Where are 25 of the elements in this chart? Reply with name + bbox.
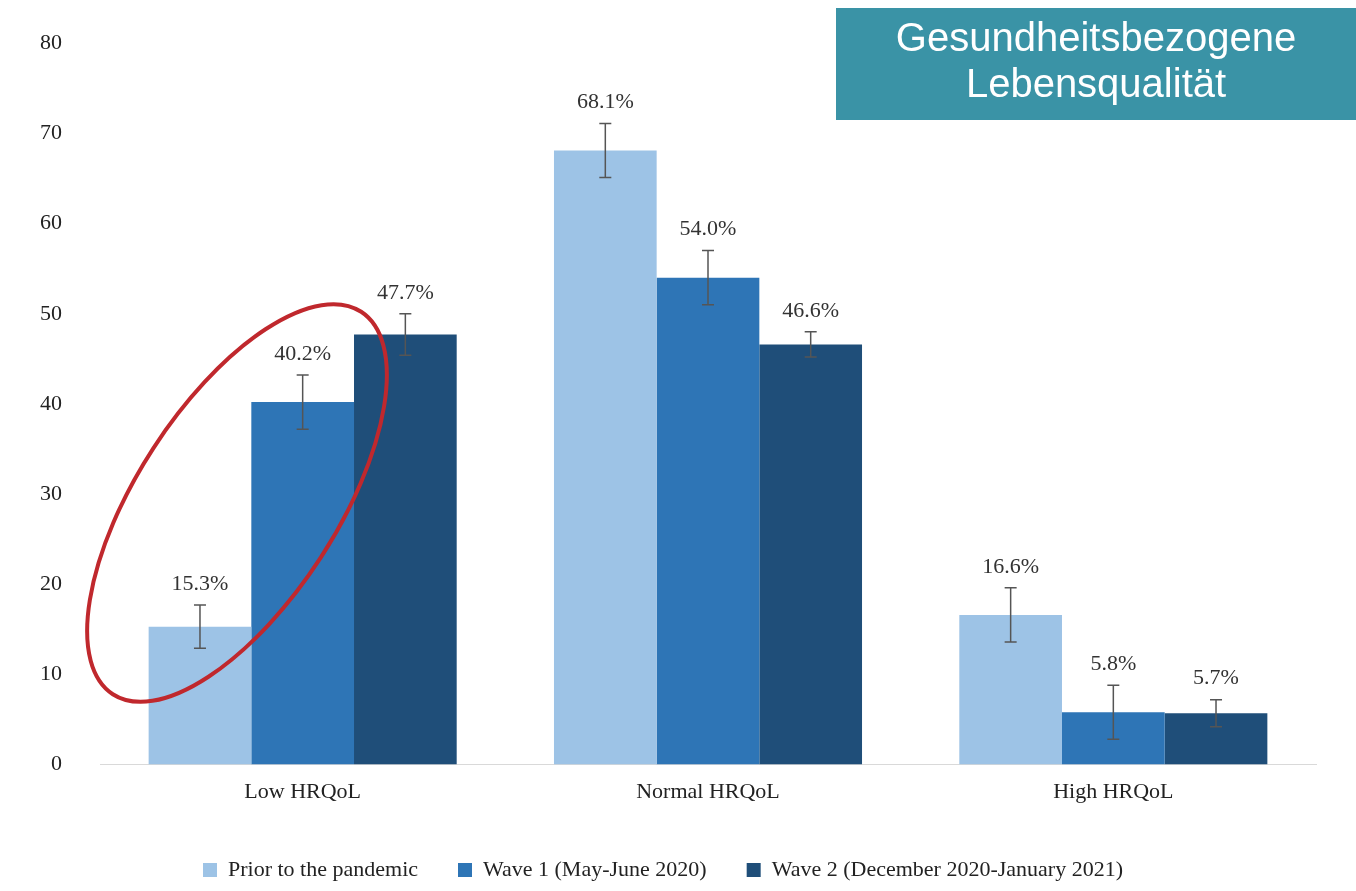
y-tick-label: 50 — [40, 299, 62, 325]
y-tick-label: 60 — [40, 209, 62, 235]
data-label: 47.7% — [376, 278, 434, 304]
y-tick-label: 0 — [51, 750, 62, 776]
data-label: 5.7% — [1193, 664, 1239, 690]
data-label: 46.6% — [782, 296, 840, 322]
data-label: 68.1% — [576, 88, 634, 114]
x-tick-label: Normal HRQoL — [636, 777, 780, 803]
data-label: 15.3% — [171, 569, 229, 595]
y-tick-label: 40 — [40, 389, 62, 415]
x-tick-label: Low HRQoL — [244, 777, 362, 803]
data-label: 5.8% — [1090, 650, 1137, 676]
y-tick-label: 20 — [40, 570, 62, 596]
x-tick-label: High HRQoL — [1053, 777, 1174, 803]
y-tick-label: 70 — [40, 119, 62, 145]
chart-title: Gesundheitsbezogene Lebensqualität — [836, 8, 1356, 120]
data-label: 40.2% — [274, 339, 332, 365]
legend-label: Prior to the pandemic — [228, 855, 419, 881]
y-tick-label: 10 — [40, 660, 62, 686]
legend-label: Wave 1 (May-June 2020) — [483, 855, 707, 881]
legend-label: Wave 2 (December 2020-January 2021) — [771, 855, 1123, 881]
data-label: 16.6% — [982, 552, 1040, 578]
y-tick-label: 30 — [40, 479, 62, 505]
data-label: 54.0% — [679, 215, 737, 241]
y-tick-label: 80 — [40, 28, 62, 54]
